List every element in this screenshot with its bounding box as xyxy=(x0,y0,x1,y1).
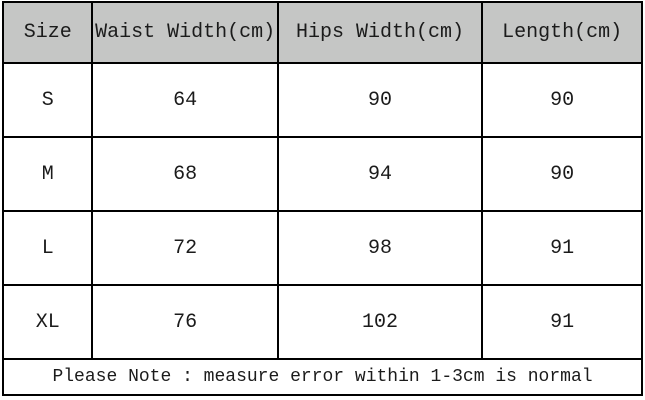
cell-waist: 76 xyxy=(91,284,279,360)
cell-size: L xyxy=(1,210,94,286)
cell-waist: 72 xyxy=(91,210,279,286)
header-waist: Waist Width(cm) xyxy=(91,1,279,64)
cell-hips: 90 xyxy=(276,62,484,138)
header-row: Size Waist Width(cm) Hips Width(cm) Leng… xyxy=(1,1,643,64)
cell-length: 91 xyxy=(481,284,643,360)
cell-hips: 94 xyxy=(276,136,484,212)
cell-hips: 98 xyxy=(276,210,484,286)
cell-waist: 64 xyxy=(91,62,279,138)
table-row-s: S 64 90 90 xyxy=(1,62,643,138)
cell-waist: 68 xyxy=(91,136,279,212)
cell-size: M xyxy=(1,136,94,212)
cell-length: 91 xyxy=(481,210,643,286)
header-hips: Hips Width(cm) xyxy=(276,1,484,64)
cell-length: 90 xyxy=(481,136,643,212)
cell-length: 90 xyxy=(481,62,643,138)
header-size: Size xyxy=(1,1,94,64)
table-row-m: M 68 94 90 xyxy=(1,136,643,212)
cell-size: S xyxy=(1,62,94,138)
header-length: Length(cm) xyxy=(481,1,643,64)
note-row: Please Note : measure error within 1-3cm… xyxy=(2,358,643,396)
measure-note: Please Note : measure error within 1-3cm… xyxy=(2,358,643,396)
table-row-xl: XL 76 102 91 xyxy=(1,284,643,360)
table-row-l: L 72 98 91 xyxy=(1,210,643,286)
cell-size: XL xyxy=(1,284,94,360)
cell-hips: 102 xyxy=(276,284,484,360)
